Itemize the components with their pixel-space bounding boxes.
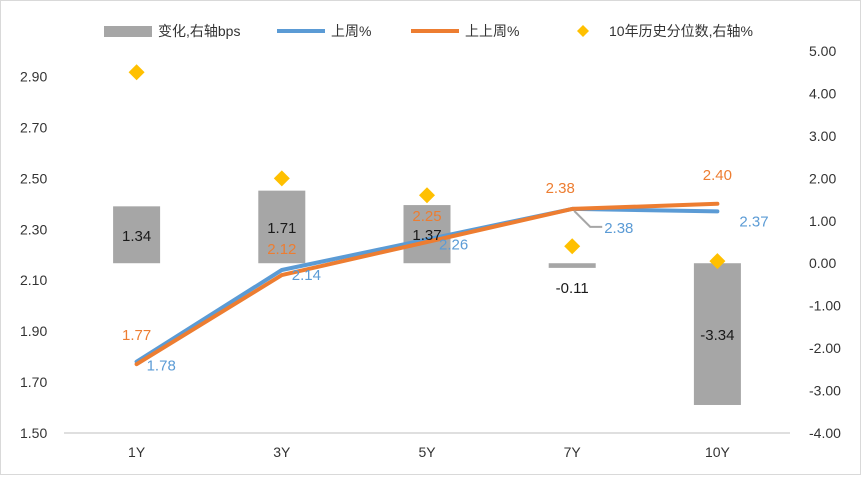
left-tick-label: 2.70 xyxy=(20,119,47,135)
left-tick-label: 1.70 xyxy=(20,374,47,390)
data-labels: 1.34 1.71 1.37 -0.11 -3.34 1.78 2.14 2.26 2.38 2.… xyxy=(122,167,769,375)
x-tick-label: 7Y xyxy=(564,444,582,460)
bar-change xyxy=(403,205,451,264)
bar-value-label: 1.71 xyxy=(267,220,296,237)
line-last-week-label: 2.37 xyxy=(739,213,768,230)
x-tick-label: 3Y xyxy=(273,444,291,460)
right-tick-label: 5.00 xyxy=(809,43,836,59)
line-last-week-label: 1.78 xyxy=(147,358,176,375)
legend: 变化,右轴bps 上周% 上上周% 10年历史分位数,右轴% xyxy=(104,23,753,39)
line-last-week-label: 2.14 xyxy=(292,267,321,284)
points xyxy=(128,64,726,270)
left-tick-label: 2.50 xyxy=(20,170,47,186)
bar-change xyxy=(548,263,596,268)
legend-label-diamond: 10年历史分位数,右轴% xyxy=(609,23,753,39)
line-two-weeks-label: 2.25 xyxy=(412,208,441,225)
lines xyxy=(134,201,720,367)
axes: 1.50 1.70 1.90 2.10 2.30 2.50 2.70 2.90 -4.00 -3.… xyxy=(20,43,841,460)
legend-label-line-last-week: 上周% xyxy=(331,23,371,39)
line-last-week-label: 2.26 xyxy=(439,236,468,253)
right-tick-label: -4.00 xyxy=(809,425,841,441)
diamond-percentile xyxy=(419,187,435,204)
left-tick-label: 1.90 xyxy=(20,323,47,339)
bar-value-label: 1.37 xyxy=(412,227,441,244)
legend-label-bar: 变化,右轴bps xyxy=(158,23,240,39)
right-tick-label: -1.00 xyxy=(809,298,841,314)
left-tick-label: 2.30 xyxy=(20,221,47,237)
diamond-percentile xyxy=(709,253,726,270)
left-tick-label: 2.10 xyxy=(20,272,47,288)
bar-value-label: -3.34 xyxy=(700,327,734,344)
legend-swatch-diamond xyxy=(577,25,589,37)
legend-label-line-two-weeks: 上上周% xyxy=(465,23,519,39)
bar-value-label: -0.11 xyxy=(556,280,589,297)
left-tick-label: 1.50 xyxy=(20,425,47,441)
line-two-weeks-label: 2.12 xyxy=(267,241,296,258)
line-last-week-label: 2.38 xyxy=(604,220,633,237)
right-tick-label: 3.00 xyxy=(809,128,836,144)
bar-change xyxy=(113,206,161,264)
line-two-weeks-label: 2.40 xyxy=(703,167,732,184)
leader-line xyxy=(573,210,603,228)
bar-value-label: 1.34 xyxy=(122,228,151,245)
line-last-week xyxy=(134,206,720,364)
x-tick-label: 10Y xyxy=(705,444,731,460)
diamond-percentile xyxy=(273,170,290,187)
right-tick-label: 1.00 xyxy=(809,213,836,229)
line-two-weeks-ago xyxy=(134,201,720,367)
right-tick-label: -2.00 xyxy=(809,340,841,356)
diamond-percentile xyxy=(564,238,581,255)
diamond-percentile xyxy=(128,64,145,81)
bar-change xyxy=(693,263,741,405)
bars xyxy=(113,190,741,405)
bar-change xyxy=(258,190,306,264)
right-tick-label: 0.00 xyxy=(809,255,836,271)
x-tick-label: 1Y xyxy=(128,444,146,460)
line-two-weeks-label: 1.77 xyxy=(122,327,151,344)
x-tick-label: 5Y xyxy=(418,444,436,460)
legend-swatch-bar xyxy=(104,26,152,37)
line-two-weeks-label: 2.38 xyxy=(546,180,575,197)
right-tick-label: -3.00 xyxy=(809,383,841,399)
left-tick-label: 2.90 xyxy=(20,68,47,84)
right-tick-label: 4.00 xyxy=(809,85,836,101)
right-tick-label: 2.00 xyxy=(809,170,836,186)
